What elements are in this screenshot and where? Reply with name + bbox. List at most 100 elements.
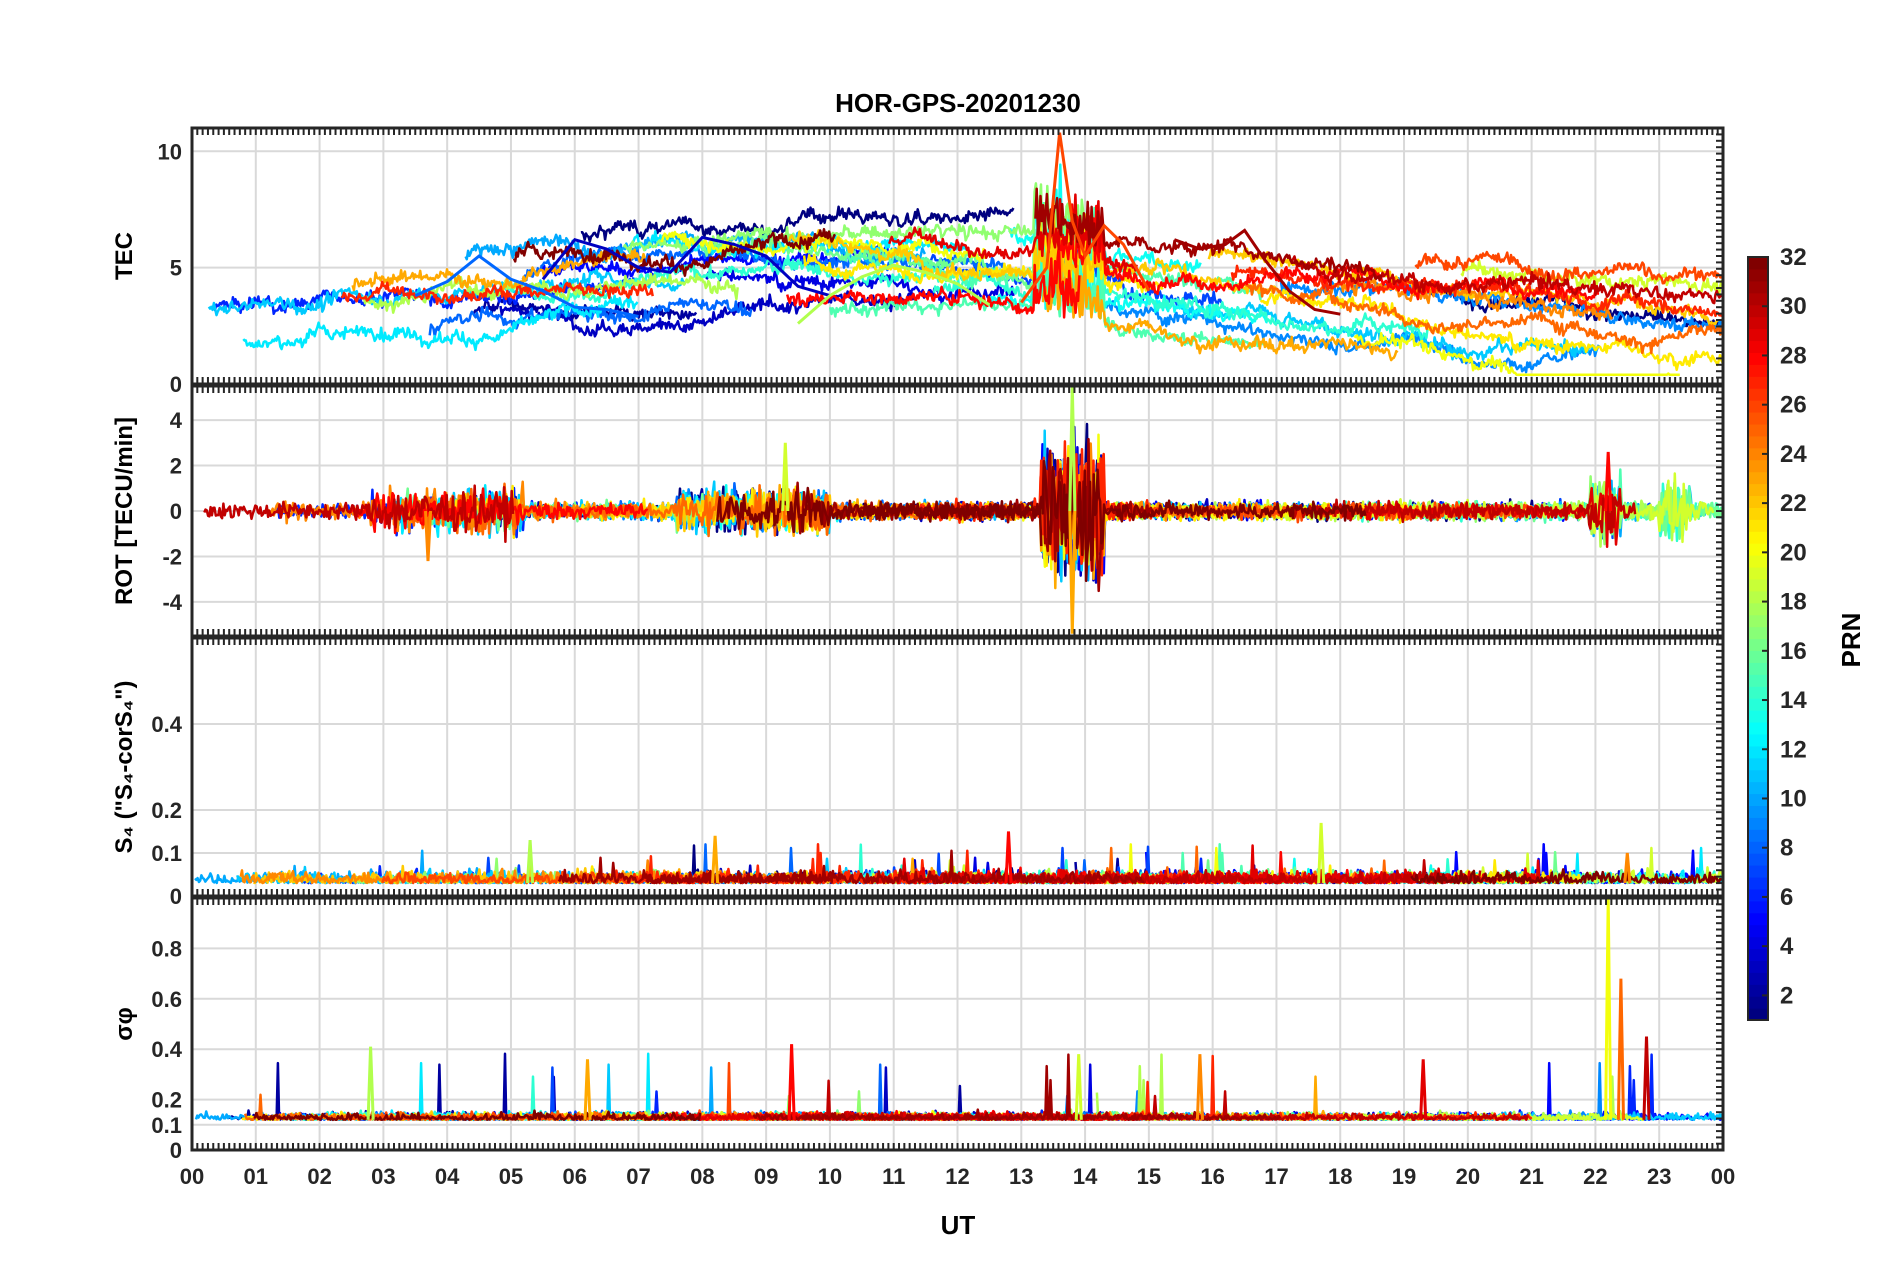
colorbar-band [1748,519,1768,532]
data-lines [194,898,1723,1122]
y-tick-label: 0.6 [151,987,182,1012]
panel-sigma_phi: 00.10.2 0.4 0.6 0.8 σφ [111,896,1725,1163]
colorbar-band [1748,698,1768,711]
data-lines [207,132,1723,376]
colorbar-band [1748,483,1768,497]
colorbar-band [1748,268,1768,282]
panel-tec: 0 5 10 TEC [111,126,1725,397]
colorbar-band [1748,996,1768,1009]
peak-mark [1623,852,1632,884]
colorbar-band [1748,793,1768,807]
colorbar-band [1748,984,1768,997]
colorbar-band [1748,745,1768,759]
colorbar-tick-label: 4 [1780,933,1794,960]
colorbar-band [1748,376,1768,389]
colorbar-tick-label: 16 [1780,638,1807,665]
colorbar-band [1748,733,1768,747]
peak-mark [583,1059,592,1120]
y-tick-label: 0.2 [151,798,182,823]
peak-mark [787,1044,796,1120]
colorbar-frame [1747,256,1769,1021]
prn-trace [351,248,646,294]
colorbar-tick-label: 18 [1780,589,1807,616]
x-tick-label: 22 [1583,1164,1607,1189]
x-tick-label: 00 [1711,1164,1735,1189]
y-axis-label: S₄ ("S₄-corS₄") [111,680,138,853]
x-tick-label: 13 [1009,1164,1033,1189]
colorbar-band [1748,900,1768,914]
y-tick-label: 2 [170,454,182,479]
colorbar-band [1748,614,1768,628]
peak-mark [526,840,535,884]
prn-trace [752,1053,1282,1122]
y-tick-label: 10 [158,139,182,164]
colorbar-band [1748,435,1768,449]
colorbar-band [1748,566,1768,580]
prn-trace [580,205,1015,243]
peak-mark [1642,1036,1651,1120]
y-tick-label: 0.1 [151,1113,182,1138]
colorbar-band [1748,447,1768,461]
colorbar-band [1748,876,1768,890]
peak-mark [1419,1059,1428,1120]
peak-mark [424,510,433,562]
colorbar-tick-label: 32 [1780,244,1807,271]
colorbar-band [1748,495,1768,508]
colorbar-tick-label: 20 [1780,539,1807,566]
colorbar-tick-label: 14 [1780,687,1807,714]
colorbar-band [1748,280,1768,294]
colorbar-band [1748,710,1768,723]
colorbar-band [1748,388,1768,401]
colorbar-band [1748,757,1768,771]
x-tick-label: 16 [1200,1164,1224,1189]
x-tick-label: 06 [563,1164,587,1189]
x-tick-label: 02 [307,1164,331,1189]
panel-rot: -4 -2 0 2 4 ROT [TECU/min] [111,384,1725,638]
prn-trace [1290,255,1723,305]
colorbar-tick-label: 22 [1780,490,1807,517]
peak-mark [1068,510,1077,634]
y-tick-label: 5 [170,256,182,281]
colorbar-band [1748,948,1768,961]
prn-18-series [797,263,991,325]
colorbar-band [1748,507,1768,520]
colorbar-band [1748,769,1768,783]
colorbar-band [1748,686,1768,699]
colorbar-band [1748,960,1768,973]
colorbar-band [1748,352,1768,365]
y-tick-label: -2 [162,544,182,569]
colorbar-tick-label: 30 [1780,293,1807,320]
colorbar-tick-label: 26 [1780,392,1807,419]
colorbar-tick-label: 6 [1780,884,1793,911]
peak-mark [1616,978,1625,1120]
colorbar-band [1748,626,1768,640]
colorbar-band [1748,459,1768,473]
colorbar-band [1748,400,1768,413]
colorbar-band [1748,638,1768,652]
y-tick-label: 0 [170,884,182,909]
colorbar-tick-label: 2 [1780,982,1793,1009]
colorbar-band [1748,829,1768,842]
y-axis-label: TEC [111,232,138,280]
colorbar-tick-label: 10 [1780,785,1807,812]
prn-31-series [1173,228,1341,316]
prn-trace [504,254,957,304]
colorbar-band [1748,1008,1768,1021]
x-tick-label: 01 [244,1164,268,1189]
colorbar-band [1748,555,1768,568]
prn-3-series [541,235,831,298]
y-tick-label: 0.2 [151,1088,182,1113]
peak-mark [781,442,790,512]
data-lines [203,386,1723,634]
x-tick-label: 18 [1328,1164,1352,1189]
prn-trace [931,858,1482,885]
colorbar-band [1748,423,1768,437]
prn-8-series [414,254,639,318]
colorbar-band [1748,936,1768,950]
x-tick-label: 23 [1647,1164,1671,1189]
y-tick-label: 0 [170,499,182,524]
colorbar-band [1748,364,1768,377]
x-tick-label: 19 [1392,1164,1416,1189]
colorbar-tick-label: 28 [1780,342,1807,369]
colorbar-band [1748,865,1768,878]
